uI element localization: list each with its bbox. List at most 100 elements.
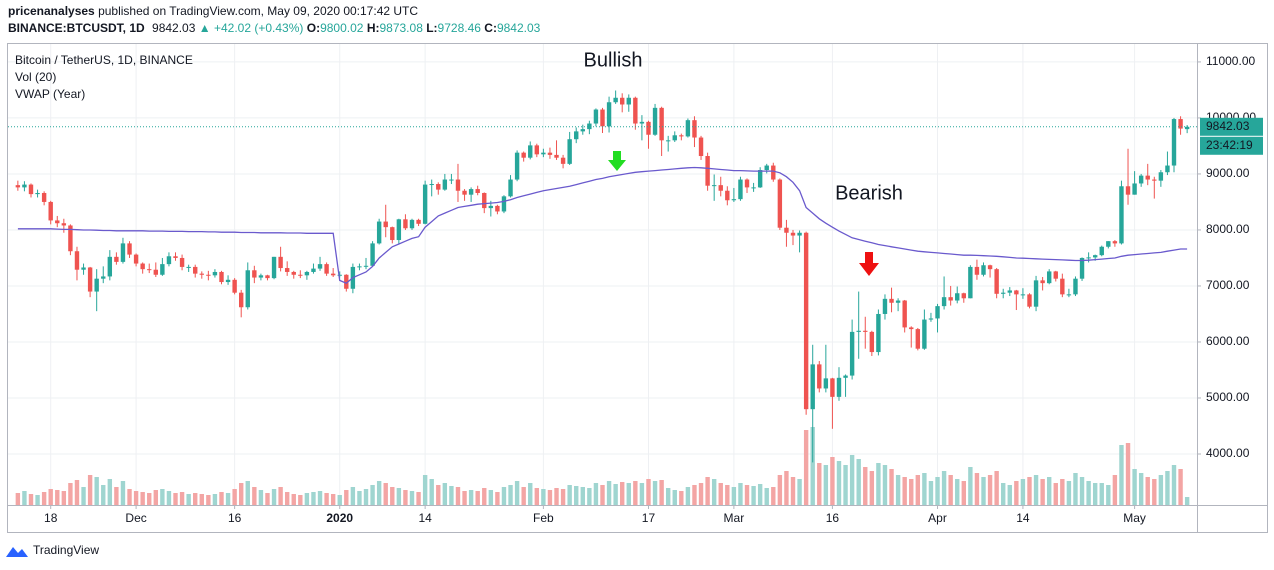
volume-bar [1171,465,1177,505]
legend-vwap: VWAP (Year) [15,87,85,101]
volume-bar [679,491,684,505]
candle-body [1079,257,1085,279]
low-value: 9728.46 [438,21,482,35]
candle-body [672,135,677,141]
candle-body [206,274,211,276]
volume-bar [199,494,204,505]
volume-bar [101,485,106,505]
close-value: 9842.03 [497,21,541,35]
candle-body [383,221,388,228]
x-tick-label: 17 [642,511,656,525]
candle-body [889,298,894,303]
candle-body [514,152,520,180]
price-label-box [1200,117,1263,136]
candle-body [823,378,829,389]
candle-body [429,184,434,186]
x-tick-label: Feb [533,511,554,525]
candle-body [1086,257,1091,259]
volume-bar [922,473,927,505]
volume-bar [429,479,434,505]
volume-bar [1053,483,1058,505]
candle-body [1053,271,1058,279]
y-tick-label: 5000.00 [1206,390,1250,404]
x-tick-label: 18 [44,511,58,525]
candle-body [620,97,625,105]
candle-body [587,123,592,130]
y-tick-label: 9000.00 [1206,166,1250,180]
candle-body [298,274,303,276]
volume-bar [265,493,270,505]
chart-frame [7,43,1268,533]
footer-brand: TradingView [33,543,99,557]
candle-body [87,267,93,292]
candle-body [928,318,934,320]
volume-bar [784,471,789,505]
volume-bar [344,490,349,505]
volume-bar [317,491,323,505]
volume-bar [133,491,139,505]
candle-body [468,189,474,195]
candle-body [232,279,237,293]
volume-bar [298,495,303,505]
high-label: H: [367,21,380,35]
volume-bar [955,479,960,505]
volume-bar [160,489,165,505]
close-label: C: [484,21,497,35]
candle-body [639,121,645,124]
volume-bar [153,490,159,505]
candle-body [239,292,244,308]
candle-body [1152,179,1157,181]
candle-body [133,254,139,264]
volume-bar [646,479,651,505]
volume-bar [212,494,218,505]
candle-body [488,205,494,209]
price-label: 9842.03 [1206,119,1250,133]
candle-body [1001,292,1006,294]
volume-bar [284,492,290,505]
candle-body [127,243,132,255]
volume-bar [580,487,585,505]
volume-bar [488,490,494,505]
candle-body [1020,294,1026,296]
volume-bar [337,495,342,505]
y-tick-label: 7000.00 [1206,278,1250,292]
candle-body [803,232,809,410]
volume-bar [330,494,336,505]
candle-body [560,157,566,164]
candle-body [304,271,310,276]
volume-bar [271,489,277,505]
volume-bar [186,494,191,505]
candle-body [961,293,966,299]
volume-bar [219,492,224,505]
candle-body [1073,278,1078,295]
volume-bar [495,492,500,505]
candle-body [547,152,553,155]
volume-bar [528,483,533,505]
volume-bar [127,489,132,505]
candle-body [646,121,651,135]
candle-body [777,179,783,228]
volume-bar [711,479,717,505]
volume-bar [974,473,980,505]
candle-body [495,205,500,212]
candle-body [528,145,533,158]
volume-bar [482,488,487,505]
candle-body [28,184,34,195]
volume-bar [836,461,842,505]
candle-body [1046,271,1052,284]
volume-bar [554,488,559,505]
candle-body [744,179,750,188]
candle-body [1060,278,1065,295]
volume-bar [120,481,126,505]
volume-bar [1125,443,1131,505]
candle-body [705,156,710,186]
countdown: 23:42:19 [1206,138,1253,152]
volume-bar [206,495,211,505]
candle-body [593,109,599,124]
volume-bar [935,477,940,505]
volume-bar [777,475,783,505]
x-tick-label: Apr [928,511,947,525]
volume-bar [416,492,421,505]
volume-bar [968,467,973,505]
volume-bar [534,488,540,505]
